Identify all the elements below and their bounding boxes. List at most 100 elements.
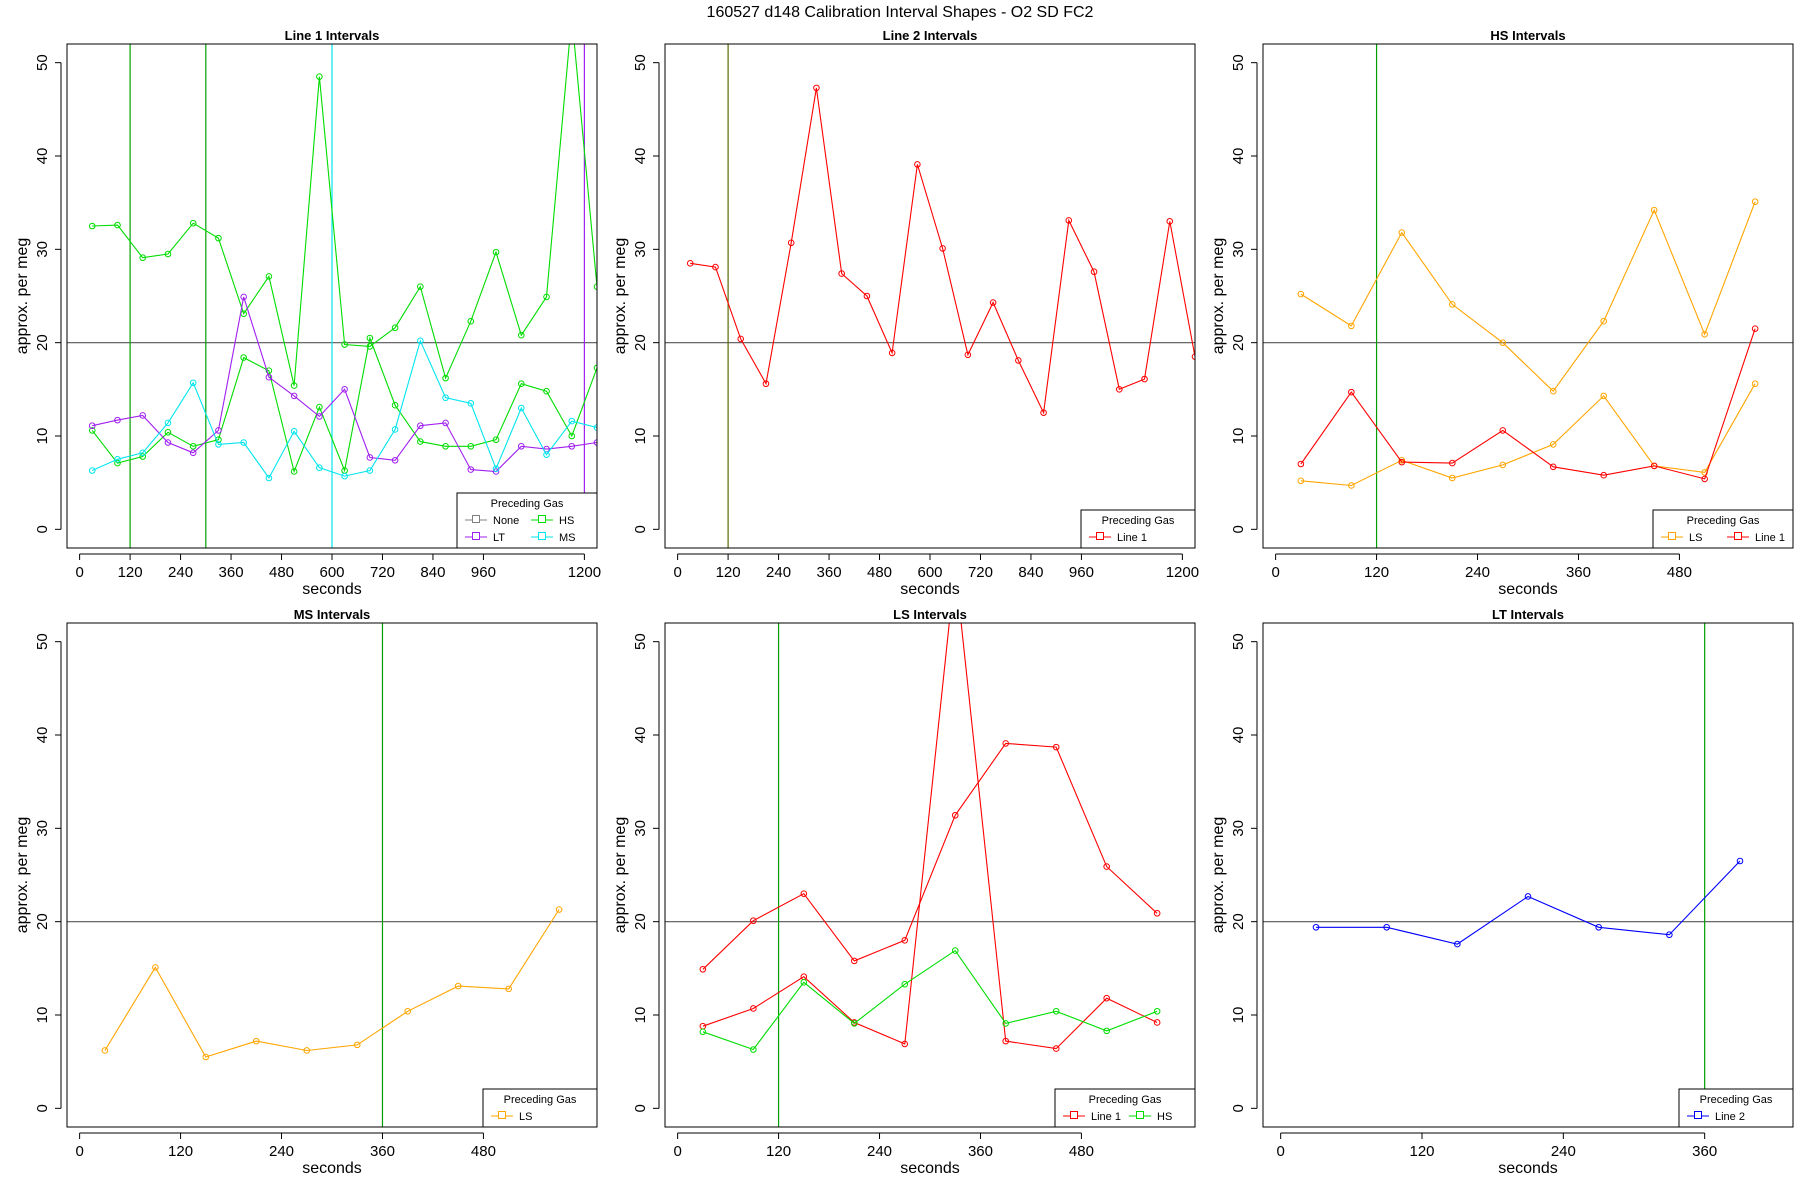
x-tick-label: 720 xyxy=(370,564,395,581)
x-axis: 0 120 240 360 seconds xyxy=(1276,1132,1717,1177)
x-tick-label: 840 xyxy=(1018,564,1043,581)
data-point xyxy=(88,467,96,474)
legend-item: HS xyxy=(531,515,574,527)
y-tick-label: 40 xyxy=(632,148,649,165)
data-point xyxy=(1499,461,1507,469)
y-tick-label: 30 xyxy=(1230,241,1247,258)
data-point xyxy=(492,465,500,472)
y-tick-label: 30 xyxy=(34,820,51,837)
x-tick-label: 360 xyxy=(1566,564,1591,581)
x-tick-label: 360 xyxy=(219,564,244,581)
data-point xyxy=(1040,409,1047,416)
data-point xyxy=(850,1020,858,1027)
data-point xyxy=(1600,392,1608,400)
legend-item: None xyxy=(465,515,519,527)
data-point xyxy=(686,260,694,267)
data-point xyxy=(1153,1019,1161,1026)
y-axis: 0 10 20 30 40 50 approx. per meg xyxy=(14,633,62,1113)
y-tick-label: 0 xyxy=(34,1104,51,1112)
data-point xyxy=(1348,322,1355,330)
x-tick-label: 0 xyxy=(1271,564,1279,581)
data-point xyxy=(303,1047,311,1054)
plot-area xyxy=(1263,623,1793,1127)
data-point xyxy=(1549,441,1557,448)
data-point xyxy=(1549,463,1557,471)
x-axis-label: seconds xyxy=(302,581,362,598)
y-tick-label: 50 xyxy=(1230,633,1247,650)
y-axis: 0 10 20 30 40 50 approx. per meg xyxy=(14,54,62,534)
legend-item: HS xyxy=(1129,1111,1172,1123)
data-point xyxy=(569,13,575,19)
legend-label: HS xyxy=(559,515,574,527)
data-point xyxy=(114,459,121,467)
legend-box xyxy=(1678,1088,1794,1128)
data-point xyxy=(366,334,374,342)
legend: Preceding Gas Line 1 HS xyxy=(1054,1088,1196,1128)
y-tick-label: 50 xyxy=(34,633,51,650)
plot-area xyxy=(665,44,1195,548)
y-tick-label: 20 xyxy=(632,334,649,351)
plot-frame xyxy=(66,43,598,549)
x-axis: 0 120 240 360 480 seconds xyxy=(673,1132,1094,1177)
data-point xyxy=(593,439,597,446)
y-tick-label: 30 xyxy=(1230,820,1247,837)
legend-label: LS xyxy=(1689,532,1702,544)
data-point xyxy=(750,1005,757,1012)
x-tick-label: 360 xyxy=(968,1143,993,1160)
y-tick-label: 20 xyxy=(34,334,51,351)
x-tick-label: 480 xyxy=(1069,1143,1094,1160)
data-point xyxy=(1524,893,1532,900)
legend-label: HS xyxy=(1157,1111,1172,1123)
data-point xyxy=(787,239,795,247)
series-line-line-1 xyxy=(702,742,1158,970)
y-tick-label: 10 xyxy=(632,1007,649,1024)
y-axis-label: approx. per meg xyxy=(612,238,629,355)
data-point xyxy=(1666,931,1673,939)
x-tick-label: 1200 xyxy=(568,564,601,581)
data-point xyxy=(699,965,707,973)
series-line-ls xyxy=(1300,201,1756,393)
data-point xyxy=(1153,909,1161,917)
legend-marker xyxy=(498,1111,506,1119)
data-point xyxy=(593,283,597,290)
data-point xyxy=(252,1037,260,1045)
data-point xyxy=(467,442,475,450)
x-axis-label: seconds xyxy=(1498,1160,1558,1177)
data-point xyxy=(1751,325,1759,332)
legend-label: Line 2 xyxy=(1715,1111,1745,1123)
data-point xyxy=(1398,456,1406,464)
figure-title: 160527 d148 Calibration Interval Shapes … xyxy=(707,4,1094,21)
legend-label: Line 1 xyxy=(1117,532,1147,544)
y-axis: 0 10 20 30 40 50 approx. per meg xyxy=(1210,633,1258,1113)
data-point xyxy=(366,467,374,474)
data-point xyxy=(189,379,197,387)
series-line-hs xyxy=(92,44,597,386)
data-point xyxy=(1090,268,1098,276)
legend-marker xyxy=(1694,1111,1702,1119)
data-point xyxy=(215,436,222,444)
data-point xyxy=(699,1022,707,1030)
data-point xyxy=(240,354,247,361)
data-point xyxy=(189,442,197,450)
data-point xyxy=(290,392,298,400)
data-point xyxy=(543,293,550,301)
chart-panel-2: Line 2 Intervals 0 120 240 360 480 600 720 840 96… xyxy=(612,28,1199,598)
data-point xyxy=(1103,863,1110,870)
data-point xyxy=(1701,475,1708,483)
y-tick-label: 10 xyxy=(1230,428,1247,445)
data-point xyxy=(88,422,96,430)
legend-title: Preceding Gas xyxy=(1687,515,1760,527)
plot-area xyxy=(1263,44,1793,548)
plot-frame xyxy=(1262,43,1794,549)
x-tick-label: 720 xyxy=(968,564,993,581)
data-point xyxy=(353,1041,361,1049)
data-point xyxy=(750,1046,757,1053)
data-point xyxy=(240,293,247,301)
legend-marker xyxy=(1734,532,1742,540)
data-point xyxy=(290,382,298,389)
x-tick-label: 1200 xyxy=(1166,564,1199,581)
plot-frame xyxy=(664,622,1196,1128)
data-point xyxy=(1015,357,1022,364)
data-point xyxy=(316,73,323,80)
y-axis: 0 10 20 30 40 50 approx. per meg xyxy=(1210,54,1258,534)
